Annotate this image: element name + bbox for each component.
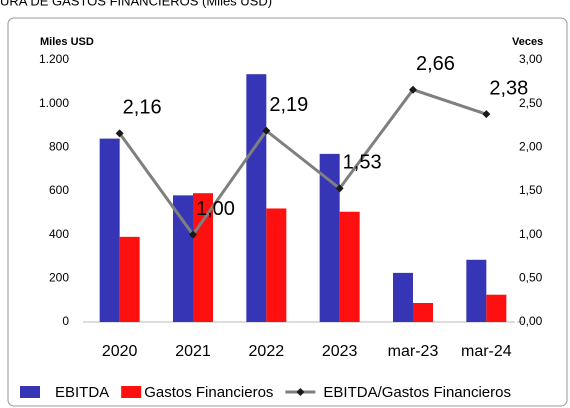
legend-swatch (20, 386, 40, 398)
line-marker (262, 126, 271, 135)
y-tick-label: 800 (49, 140, 69, 154)
legend-swatch (121, 386, 142, 398)
x-tick-label: 2023 (322, 343, 358, 360)
data-label: 2,38 (489, 77, 528, 99)
legend-label: Gastos Financieros (144, 384, 273, 401)
bar (339, 211, 360, 322)
x-tick-label: mar-24 (461, 343, 512, 360)
bar (466, 259, 487, 322)
x-tick-label: 2021 (175, 343, 211, 360)
y-tick-label: 1.000 (39, 96, 69, 110)
y-tick-label: 200 (49, 271, 69, 285)
y2-axis-title: Veces (512, 36, 543, 48)
y-tick-label: 600 (49, 183, 69, 197)
y2-tick-label: 1,00 (519, 227, 543, 241)
y-axis-title: Miles USD (40, 36, 94, 48)
data-label: 2,66 (416, 53, 455, 75)
legend-label: EBITDA (55, 384, 109, 401)
line-marker (482, 110, 491, 119)
line-marker (409, 85, 417, 94)
line-marker (189, 230, 197, 239)
data-label: 2,19 (269, 94, 308, 116)
y-tick-label: 400 (49, 227, 69, 241)
legend-label: EBITDA/Gastos Financieros (323, 384, 511, 401)
chart-frame (7, 17, 568, 407)
y-tick-label: 0 (62, 314, 69, 328)
data-label: 1,53 (343, 152, 382, 174)
x-tick-label: 2020 (102, 343, 138, 360)
data-label: 1,00 (196, 198, 235, 220)
line-marker (115, 129, 124, 138)
data-label: 2,16 (123, 97, 162, 119)
y2-tick-label: 2,50 (519, 96, 543, 110)
legend-marker (296, 388, 305, 396)
y2-tick-label: 3,00 (519, 52, 543, 66)
y2-tick-label: 2,00 (519, 140, 543, 154)
bar (99, 138, 120, 322)
y2-tick-label: 0,00 (519, 314, 543, 328)
line (118, 87, 487, 238)
y2-tick-label: 1,50 (519, 183, 543, 197)
bar (246, 74, 267, 322)
bar (173, 195, 193, 322)
x-tick-label: mar-23 (388, 343, 439, 360)
bar (319, 153, 340, 322)
bar (266, 208, 287, 322)
y-tick-label: 1.200 (39, 52, 69, 66)
bar (393, 272, 413, 322)
bar (486, 294, 507, 322)
line-marker (335, 184, 344, 193)
x-tick-label: 2022 (249, 343, 285, 360)
y2-tick-label: 0,50 (519, 271, 543, 285)
chart-title: URA DE GASTOS FINANCIEROS (Miles USD) (0, 0, 272, 8)
bar (413, 303, 433, 322)
bar (119, 236, 140, 322)
